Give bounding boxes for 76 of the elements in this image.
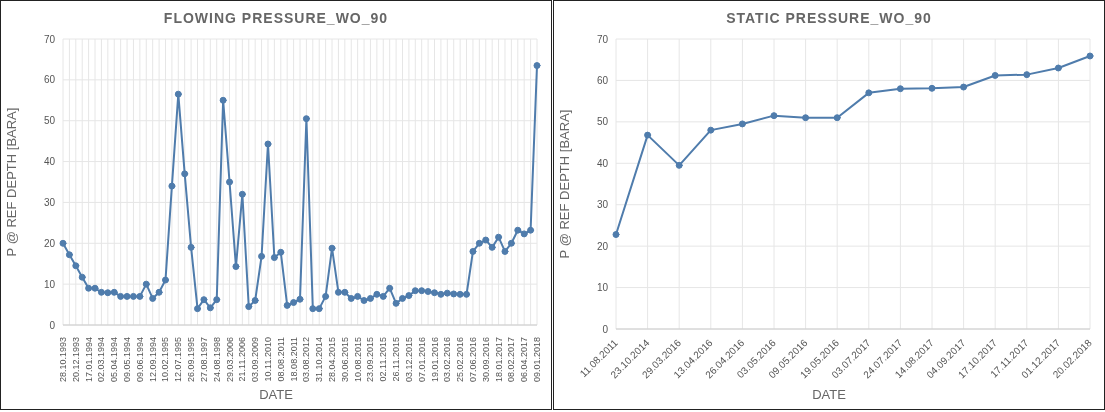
x-tick-label: 31.10.2014 (314, 337, 325, 383)
point (1054, 64, 1062, 72)
x-axis-title: DATE (258, 387, 294, 402)
x-tick-label: 20.12.1993 (70, 337, 81, 383)
y-tick-label: 0 (49, 319, 56, 331)
y-tick-label: 40 (43, 156, 56, 168)
x-tick-label: 19.01.2016 (429, 337, 440, 383)
y-tick-label: 10 (43, 278, 56, 290)
y-tick-label: 10 (596, 282, 609, 294)
x-tick-label: 03.08.2012 (301, 337, 312, 383)
y-tick-label: 60 (43, 74, 56, 86)
y-tick-label: 70 (596, 33, 609, 45)
y-tick-label: 60 (596, 74, 609, 86)
y-tick-label: 0 (602, 323, 609, 335)
y-tick-label: 20 (596, 240, 609, 252)
x-tick-label: 03.02.2016 (442, 337, 453, 383)
x-tick-label: 23.09.2015 (365, 337, 376, 383)
x-tick-label: 03.09.2009 (250, 337, 261, 383)
chart-title: STATIC PRESSURE_WO_90 (725, 9, 933, 28)
point (802, 114, 810, 122)
x-tick-label: 07.01.2016 (416, 337, 427, 383)
x-tick-label: 28.10.1993 (58, 337, 68, 383)
x-tick-label: 09.06.1994 (134, 337, 145, 383)
x-tick-label: 05.04.1994 (109, 337, 120, 383)
x-tick-label: 09.05.1994 (122, 337, 133, 383)
point (1023, 71, 1031, 79)
point (896, 85, 904, 93)
x-tick-label: 07.06.2016 (467, 337, 478, 383)
x-axis-title: DATE (811, 387, 847, 402)
y-tick-label: 40 (596, 157, 609, 169)
x-tick-label: 10.11.2010 (262, 337, 273, 382)
y-tick-label: 20 (43, 237, 56, 249)
x-tick-label: 03.12.2015 (403, 337, 414, 383)
x-tick-label: 26.11.2015 (391, 337, 402, 382)
y-tick-label: 30 (596, 199, 609, 211)
point (675, 161, 683, 169)
x-tick-label: 18.08.2011 (288, 337, 299, 382)
x-tick-label: 09.01.2018 (532, 337, 542, 383)
x-tick-label: 24.08.1998 (211, 337, 222, 383)
point (1086, 52, 1094, 60)
point (991, 71, 999, 79)
x-tick-label: 30.09.2016 (480, 337, 491, 383)
y-tick-label: 30 (43, 196, 56, 208)
point (865, 89, 873, 97)
x-tick-label: 02.03.1994 (96, 337, 107, 383)
y-tick-label: 70 (43, 33, 56, 45)
x-tick-label: 25.02.2016 (455, 337, 466, 383)
x-tick-label: 28.04.2015 (327, 337, 338, 383)
x-tick-label: 06.04.2017 (519, 337, 530, 383)
point (928, 84, 936, 92)
x-tick-label: 02.11.2015 (378, 337, 389, 382)
chart-title: FLOWING PRESSURE_WO_90 (162, 9, 390, 28)
point (770, 112, 778, 120)
point (707, 126, 715, 134)
x-tick-label: 10.02.1995 (160, 337, 171, 383)
point (644, 131, 652, 139)
x-tick-label: 30.06.2015 (339, 337, 350, 383)
point (833, 114, 841, 122)
x-tick-label: 17.01.1994 (83, 337, 94, 383)
x-tick-label: 18.01.2017 (493, 337, 504, 383)
y-axis-title: P @ REF DEPTH [BARA] (3, 107, 19, 257)
x-tick-label: 27.08.1997 (198, 337, 209, 383)
x-tick-label: 29.03.2006 (224, 337, 235, 383)
point (612, 231, 620, 239)
x-tick-label: 10.08.2015 (352, 337, 363, 383)
x-tick-label: 12.07.1995 (173, 337, 184, 383)
x-tick-label: 26.09.1995 (186, 337, 197, 383)
point (960, 83, 968, 91)
x-tick-label: 12.09.1994 (147, 337, 158, 383)
y-axis-title: P @ REF DEPTH [BARA] (556, 109, 572, 259)
y-tick-label: 50 (43, 115, 56, 127)
x-tick-label: 08.02.2017 (506, 337, 517, 383)
point (738, 120, 746, 128)
y-tick-label: 50 (596, 116, 609, 128)
x-tick-label: 21.11.2006 (237, 337, 248, 382)
x-tick-label: 08.08.2011 (275, 337, 286, 382)
